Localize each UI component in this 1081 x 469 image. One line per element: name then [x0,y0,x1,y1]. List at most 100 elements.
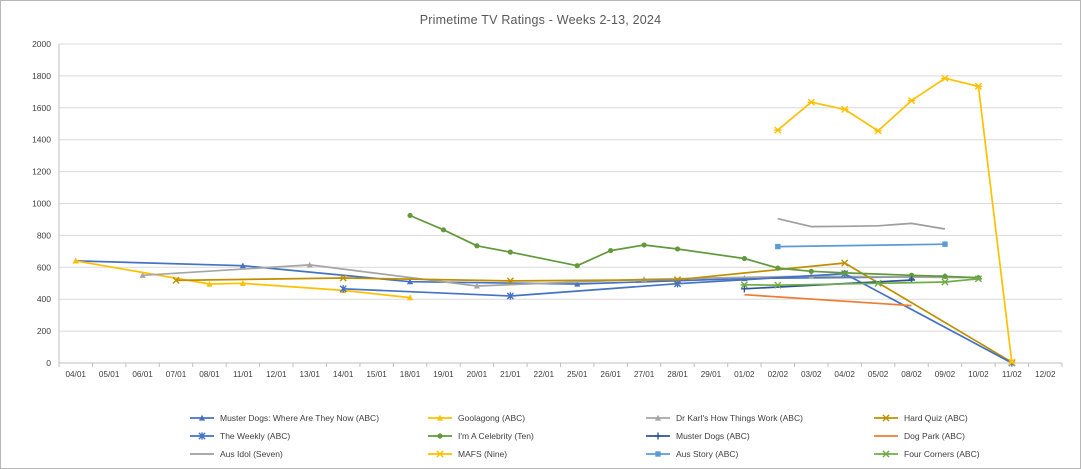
x-axis-tick-label: 14/01 [333,370,354,379]
data-point-marker [842,270,848,276]
x-axis-tick-label: 07/01 [166,370,187,379]
legend-item: Hard Quiz (ABC) [873,413,1063,423]
x-axis-tick-label: 20/01 [467,370,488,379]
legend-label: Aus Idol (Seven) [220,449,283,459]
data-point-marker [674,246,681,252]
data-point-marker [206,280,213,287]
x-axis-tick-label: 22/01 [534,370,555,379]
x-axis-tick-label: 04/01 [65,370,86,379]
data-point-marker [942,241,948,247]
y-axis-tick-label: 1000 [32,199,51,209]
legend-label: MAFS (Nine) [458,449,508,459]
legend-item: Aus Story (ABC) [645,449,873,459]
series-line [777,77,1013,363]
data-point-marker [608,247,614,254]
data-point-marker [641,242,647,248]
legend-item: Dr Karl's How Things Work (ABC) [645,413,873,423]
legend-item: Four Corners (ABC) [873,449,1063,459]
legend-marker-icon [190,414,214,421]
legend-label: Dr Karl's How Things Work (ABC) [676,413,803,423]
x-axis-tick-label: 13/01 [300,370,321,379]
x-axis-tick-label: 18/01 [400,370,421,379]
x-axis-tick-label: 03/02 [801,370,822,379]
x-axis-tick-label: 08/01 [199,370,220,379]
x-axis-tick-label: 29/01 [701,370,722,379]
data-point-marker [440,227,447,233]
data-point-marker [574,263,580,269]
x-axis-tick-label: 05/01 [99,370,120,379]
legend-item: Aus Idol (Seven) [189,449,427,459]
legend-marker-icon [190,453,214,455]
legend-label: I'm A Celebrity (Ten) [458,431,534,441]
legend-item: I'm A Celebrity (Ten) [427,431,645,441]
data-point-marker [473,282,481,289]
x-axis-tick-label: 08/02 [901,370,922,379]
data-point-marker [306,261,313,268]
series-line [777,243,946,248]
x-axis-tick-label: 28/01 [667,370,688,379]
data-point-marker [407,212,413,219]
x-axis-tick-label: 21/01 [500,370,521,379]
legend-marker-icon [646,451,670,457]
legend-marker-icon [874,450,898,458]
x-axis-tick-label: 10/02 [968,370,989,379]
x-axis-tick-label: 04/02 [834,370,855,379]
data-point-marker [574,280,581,287]
x-axis-tick-label: 27/01 [634,370,655,379]
x-axis-tick-label: 05/02 [868,370,889,379]
legend-marker-icon [646,414,670,421]
x-axis-tick-label: 11/02 [1002,370,1022,379]
data-point-marker [239,262,246,269]
data-point-marker [506,277,514,285]
data-point-marker [239,280,246,286]
y-axis-tick-label: 400 [37,294,51,304]
y-axis-tick-label: 600 [37,262,51,272]
x-axis-tick-label: 11/01 [233,370,253,379]
series-line [777,217,946,230]
chart-legend: Muster Dogs: Where Are They Now (ABC) Goo… [189,409,1063,463]
y-axis-tick-label: 1200 [32,167,51,177]
data-point-marker [72,257,79,264]
data-point-marker [908,272,915,278]
data-point-marker [172,276,180,284]
legend-marker-icon [646,432,670,440]
legend-label: Four Corners (ABC) [904,449,980,459]
legend-label: Hard Quiz (ABC) [904,413,968,423]
data-point-marker [775,265,781,271]
data-point-marker [740,285,748,293]
x-axis-tick-label: 12/02 [1035,370,1056,379]
y-axis-tick-label: 1600 [32,103,51,113]
y-axis-tick-label: 1400 [32,135,51,145]
x-axis-tick-label: 26/01 [600,370,621,379]
data-point-marker [775,243,781,250]
y-axis-tick-label: 800 [37,230,51,240]
legend-marker-icon [190,432,214,440]
legend-label: The Weekly (ABC) [220,431,291,441]
data-point-marker [808,268,814,274]
chart-title: Primetime TV Ratings - Weeks 2-13, 2024 [419,13,662,27]
data-point-marker [339,274,347,282]
legend-label: Goolagong (ABC) [458,413,526,423]
data-point-marker [741,255,747,262]
x-axis-tick-label: 12/01 [266,370,287,379]
data-point-marker [507,249,513,255]
data-point-marker [406,294,414,301]
x-axis-tick-label: 15/01 [366,370,387,379]
legend-marker-icon [428,414,452,421]
series-line [175,262,1013,363]
data-point-marker [474,243,480,249]
legend-item: Muster Dogs: Where Are They Now (ABC) [189,413,427,423]
legend-label: Aus Story (ABC) [676,449,739,459]
series-line [744,293,912,307]
data-point-marker [139,272,146,278]
x-axis-tick-label: 19/01 [433,370,454,379]
legend-item: Muster Dogs (ABC) [645,431,873,441]
legend-item: Dog Park (ABC) [873,431,1063,441]
y-axis-tick-label: 200 [37,326,51,336]
legend-label: Muster Dogs (ABC) [676,431,750,441]
x-axis-tick-label: 25/01 [567,370,588,379]
x-axis-tick-label: 02/02 [768,370,789,379]
y-axis-tick-label: 0 [46,358,51,368]
y-axis-tick-label: 2000 [32,39,51,49]
